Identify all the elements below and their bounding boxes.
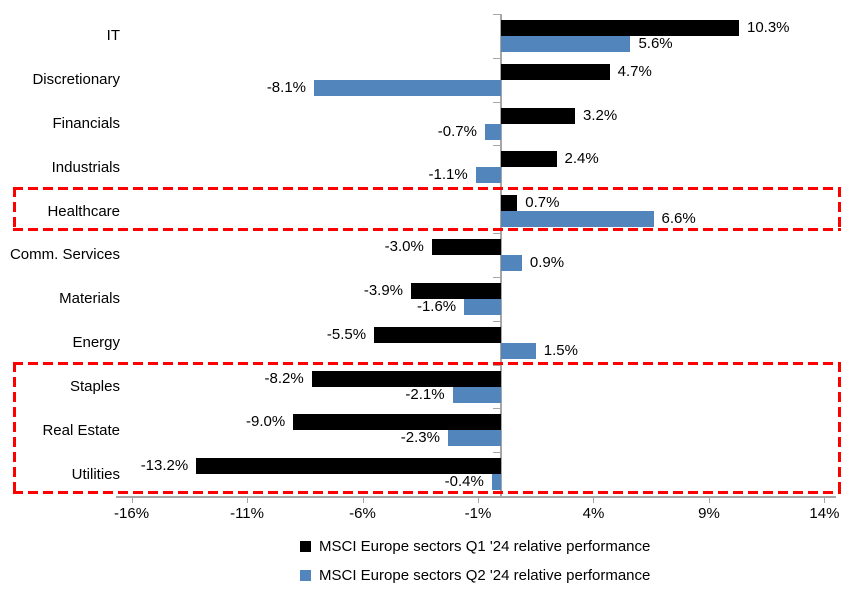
bar-q2-staples — [452, 386, 502, 403]
bar-q2-industrials — [475, 167, 502, 184]
x-tick-label-4%: 4% — [582, 505, 605, 522]
value-label-q2-industrials: -1.1% — [428, 166, 468, 184]
legend: MSCI Europe sectors Q1 '24 relative perf… — [300, 536, 650, 594]
bar-q1-comm-services — [431, 239, 502, 256]
y-axis-tick — [493, 233, 502, 235]
value-label-q2-it: 5.6% — [638, 35, 673, 52]
category-label-utilities: Utilities — [71, 465, 120, 483]
x-axis-line — [116, 496, 836, 498]
legend-label-q2: MSCI Europe sectors Q2 '24 relative perf… — [319, 567, 651, 584]
x-axis-tick-9% — [708, 498, 710, 503]
legend-item-q2: MSCI Europe sectors Q2 '24 relative perf… — [300, 565, 650, 586]
bar-q2-discretionary — [314, 79, 502, 96]
value-label-q2-materials: -1.6% — [416, 297, 457, 315]
bar-q1-energy — [374, 326, 502, 343]
highlight-box-0-right — [838, 186, 841, 231]
legend-swatch-q1 — [300, 541, 311, 552]
value-label-q1-financials: 3.2% — [583, 106, 618, 124]
category-label-discretionary: Discretionary — [32, 71, 120, 89]
highlight-box-0-bottom — [13, 227, 841, 231]
value-label-q1-utilities: -13.2% — [140, 457, 189, 475]
y-axis-tick — [493, 14, 502, 15]
x-tick-label--11%: -11% — [230, 505, 264, 522]
x-tick-label--16%: -16% — [114, 505, 150, 522]
x-tick-label-9%: 9% — [698, 505, 720, 522]
x-axis-tick--1% — [478, 498, 479, 503]
category-label-materials: Materials — [59, 290, 120, 308]
bar-q2-it — [501, 36, 631, 52]
value-label-q1-staples: -8.2% — [264, 369, 304, 387]
bar-q2-real-estate — [447, 430, 502, 447]
x-tick-label--1%: -1% — [464, 505, 492, 522]
value-label-q2-financials: -0.7% — [437, 122, 477, 140]
y-axis-tick — [493, 452, 502, 454]
category-label-staples: Staples — [69, 377, 120, 395]
x-axis-tick--6% — [362, 498, 364, 503]
y-axis-line — [500, 14, 503, 496]
value-label-q1-healthcare: 0.7% — [525, 194, 560, 212]
x-axis-tick--11% — [247, 498, 249, 503]
category-label-real-estate: Real Estate — [42, 421, 120, 439]
x-axis-tick-14% — [824, 498, 826, 503]
category-label-industrials: Industrials — [51, 158, 120, 176]
category-label-healthcare: Healthcare — [47, 202, 120, 220]
legend-swatch-q2 — [300, 570, 311, 581]
value-label-q2-energy: 1.5% — [543, 341, 578, 359]
bar-q2-materials — [464, 298, 502, 315]
x-tick-label-14%: 14% — [809, 505, 840, 522]
x-axis-tick-4% — [593, 498, 595, 503]
bar-q2-financials — [484, 123, 502, 140]
y-axis-tick — [493, 189, 502, 191]
value-label-q1-real-estate: -9.0% — [246, 413, 286, 431]
bar-q2-healthcare — [501, 211, 654, 228]
x-axis-tick--16% — [131, 498, 133, 503]
bar-q1-real-estate — [293, 414, 502, 431]
value-label-q2-discretionary: -8.1% — [266, 78, 306, 96]
value-label-q1-energy: -5.5% — [326, 325, 367, 343]
y-axis-tick — [493, 276, 502, 278]
value-label-q2-healthcare: 6.6% — [661, 210, 696, 228]
bar-q1-materials — [411, 282, 502, 299]
highlight-box-0-left — [13, 186, 16, 231]
x-tick-label--6%: -6% — [349, 505, 376, 522]
value-label-q1-it: 10.3% — [746, 19, 790, 36]
y-axis-tick — [493, 320, 502, 322]
value-label-q2-comm-services: 0.9% — [529, 254, 565, 272]
highlight-box-1-top — [13, 362, 841, 366]
bar-q2-comm-services — [501, 255, 522, 272]
legend-item-q1: MSCI Europe sectors Q1 '24 relative perf… — [300, 536, 650, 557]
y-axis-tick — [493, 364, 502, 366]
highlight-box-1-right — [838, 362, 841, 494]
bar-q1-utilities — [196, 458, 502, 475]
category-label-it: IT — [106, 27, 120, 45]
highlight-box-1-left — [13, 362, 16, 494]
bar-q2-utilities — [491, 474, 502, 491]
highlight-box-1-bottom — [13, 490, 841, 494]
value-label-q1-industrials: 2.4% — [564, 150, 599, 168]
bar-q1-discretionary — [501, 63, 610, 80]
highlight-box-0-top — [13, 186, 841, 190]
legend-label-q1: MSCI Europe sectors Q1 '24 relative perf… — [319, 538, 651, 555]
bar-q2-energy — [501, 342, 536, 359]
value-label-q1-discretionary: 4.7% — [617, 62, 652, 80]
bar-q1-it — [501, 20, 739, 36]
value-label-q1-comm-services: -3.0% — [384, 238, 424, 256]
y-axis-tick — [493, 145, 502, 147]
category-label-financials: Financials — [52, 115, 120, 133]
bar-q1-healthcare — [501, 195, 518, 212]
bar-q1-staples — [311, 370, 502, 387]
category-label-energy: Energy — [72, 334, 120, 352]
y-axis-tick — [493, 101, 502, 103]
bar-q1-financials — [501, 107, 575, 124]
y-axis-tick — [493, 57, 502, 59]
category-label-comm-services: Comm. Services — [9, 246, 120, 264]
value-label-q2-utilities: -0.4% — [444, 473, 484, 491]
value-label-q2-real-estate: -2.3% — [400, 429, 440, 447]
value-label-q1-materials: -3.9% — [363, 281, 404, 299]
y-axis-tick — [493, 408, 502, 410]
bar-q1-industrials — [501, 151, 557, 168]
value-label-q2-staples: -2.1% — [405, 385, 445, 403]
